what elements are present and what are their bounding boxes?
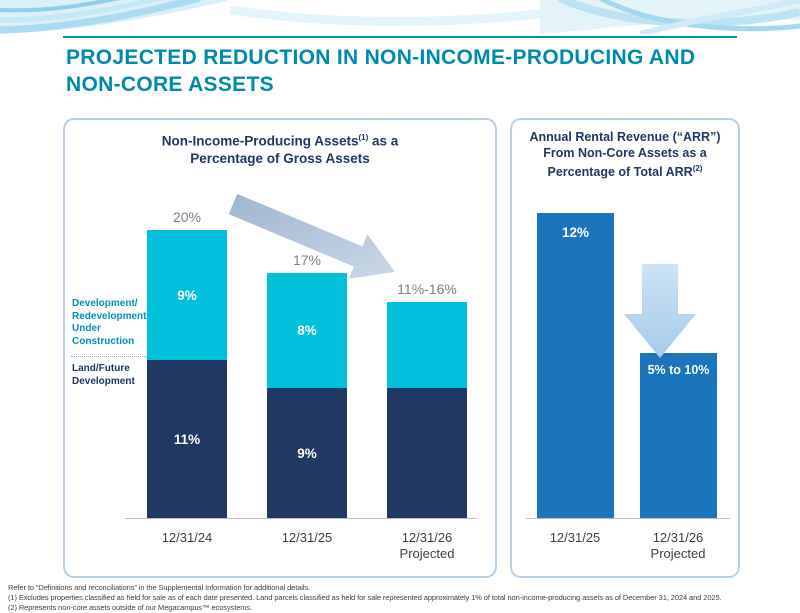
left-title-part1: Non-Income-Producing Assets <box>161 133 359 149</box>
footnote-marker-1: (1) <box>358 133 369 142</box>
legend-land-future-development: Land/Future Development <box>72 363 135 387</box>
total-label-17: 17% <box>292 252 322 268</box>
x-label-12-31-25: 12/31/25 <box>281 530 333 545</box>
right-title-line1: Annual Rental Revenue (“ARR”) <box>529 130 721 144</box>
slide-title: PROJECTED REDUCTION IN NON-INCOME-PRODUC… <box>66 44 756 98</box>
right-x-axis-line <box>526 518 730 519</box>
right-chart-title: Annual Rental Revenue (“ARR”) From Non-C… <box>512 129 738 180</box>
total-label-range: 11%-16% <box>397 281 457 297</box>
right-title-line2: From Non-Core Assets as a <box>543 146 707 160</box>
segment-label: 9% <box>177 287 197 303</box>
down-arrow <box>624 264 696 358</box>
left-title-line2: Percentage of Gross Assets <box>190 150 370 166</box>
bar-arr-12-31-26-projected: 5% to 10% <box>640 353 717 518</box>
title-underline-rule <box>63 36 737 38</box>
stacked-bar-12-31-24: 20% 9% 11% <box>147 209 227 518</box>
segment-land-12-31-25: 9% <box>267 388 347 518</box>
footnote-1: (1) Excludes properties classified as he… <box>8 593 722 602</box>
segment-label: 11% <box>173 431 201 447</box>
footnotes: Refer to “Definitions and reconciliation… <box>8 583 800 613</box>
left-x-axis-line <box>125 518 477 519</box>
total-label-20: 20% <box>172 209 202 225</box>
slide-title-line2: NON-CORE ASSETS <box>66 73 274 96</box>
legend-development-redevelopment: Development/ Redevelopment Under Constru… <box>72 298 147 347</box>
bar-arr-12-31-25: 12% <box>537 213 614 518</box>
bar-label-5-to-10pct: 5% to 10% <box>647 363 710 377</box>
segment-development-12-31-24: 9% <box>147 230 227 360</box>
footnote-marker-2: (2) <box>692 164 703 173</box>
stacked-bar-12-31-25: 17% 8% 9% <box>267 252 347 518</box>
footnote-2: (2) Represents non-core assets outside o… <box>8 603 253 612</box>
downward-trend-arrow <box>228 193 395 279</box>
decorative-wave-banner <box>0 0 800 34</box>
segment-land-12-31-24: 11% <box>147 360 227 518</box>
left-chart-panel: Non-Income-Producing Assets(1) as a Perc… <box>63 118 497 578</box>
x-label-right-12-31-26-projected: 12/31/26 Projected <box>650 530 706 561</box>
left-title-part2: as a <box>368 133 399 149</box>
footnote-reference: Refer to “Definitions and reconciliation… <box>8 583 311 592</box>
x-label-12-31-26-projected: 12/31/26 Projected <box>399 530 455 561</box>
right-title-line3: Percentage of Total ARR <box>547 165 693 180</box>
segment-development-12-31-25: 8% <box>267 273 347 388</box>
x-label-right-12-31-25: 12/31/25 <box>549 530 601 545</box>
segment-label: 9% <box>297 445 317 461</box>
x-label-12-31-24: 12/31/24 <box>161 530 213 545</box>
stacked-bar-12-31-26-projected: 11%-16% <box>387 281 467 518</box>
bar-label-12pct: 12% <box>561 225 590 240</box>
segment-development-12-31-26 <box>387 302 467 388</box>
left-chart-title: Non-Income-Producing Assets(1) as a Perc… <box>65 129 495 167</box>
legend-divider-dotted-line <box>71 356 157 357</box>
right-chart-panel: Annual Rental Revenue (“ARR”) From Non-C… <box>510 118 740 578</box>
segment-land-12-31-26 <box>387 388 467 518</box>
segment-label: 8% <box>297 323 317 338</box>
slide-title-line1: PROJECTED REDUCTION IN NON-INCOME-PRODUC… <box>66 46 696 69</box>
